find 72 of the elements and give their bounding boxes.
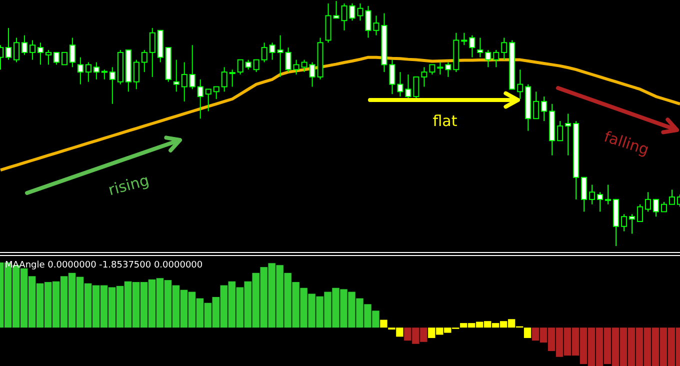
candlestick [421,66,428,88]
candlestick [181,62,188,102]
candlestick [517,69,524,100]
candlestick [557,120,564,142]
candlestick [77,56,84,85]
candlestick [397,72,404,98]
candlestick [213,86,220,100]
candlestick [365,5,372,38]
candlestick [45,50,52,66]
candlestick [357,2,364,22]
candlestick [301,59,308,73]
candlestick [21,34,28,56]
candlestick [101,69,108,80]
candlestick [61,52,68,66]
bar [524,328,532,338]
candlestick [5,27,12,60]
candlestick [13,37,20,63]
candlestick [477,37,484,58]
candlestick [469,34,476,58]
candlestick [261,42,268,63]
candlestick [389,59,396,95]
annotation: flat [432,112,458,130]
candlestick [269,42,276,60]
candlestick [173,59,180,92]
candlestick [485,50,492,68]
candlestick [141,50,148,73]
candlestick [29,40,36,60]
candlestick [37,42,44,66]
candlestick [413,76,420,100]
candlestick [629,214,636,234]
bar [380,320,388,328]
candlestick [541,96,548,122]
candlestick [669,189,676,205]
candlestick [53,52,60,66]
candlestick [93,62,100,80]
candlestick [245,59,252,70]
candlestick [645,192,652,212]
candlestick [653,198,660,218]
candlestick [205,88,212,112]
candlestick [197,78,204,120]
candlestick [293,59,300,75]
candlestick [581,176,588,212]
candlestick [589,184,596,205]
candlestick [661,201,668,212]
candlestick [445,62,452,78]
candlestick [437,62,444,75]
candlestick [605,184,612,205]
candlestick [373,15,380,36]
candlestick [189,44,196,90]
candlestick [493,50,500,68]
candlestick [109,66,116,104]
candlestick [621,214,628,232]
candlestick [133,59,140,90]
candlestick [229,69,236,88]
candlestick [277,34,284,78]
candlestick [349,2,356,22]
candlestick [149,27,156,78]
candlestick [501,37,508,60]
candlestick [461,32,468,46]
candlestick [533,91,540,120]
candlestick [221,66,228,92]
candlestick [253,59,260,73]
candlestick [637,204,644,222]
candlestick [237,59,244,75]
annotation: rising [106,171,152,200]
candlestick [285,47,292,73]
candlestick [597,192,604,212]
candlestick [429,64,436,75]
candlestick [309,62,316,88]
candlestick [69,37,76,68]
candlestick [85,62,92,82]
candlestick [565,113,572,156]
